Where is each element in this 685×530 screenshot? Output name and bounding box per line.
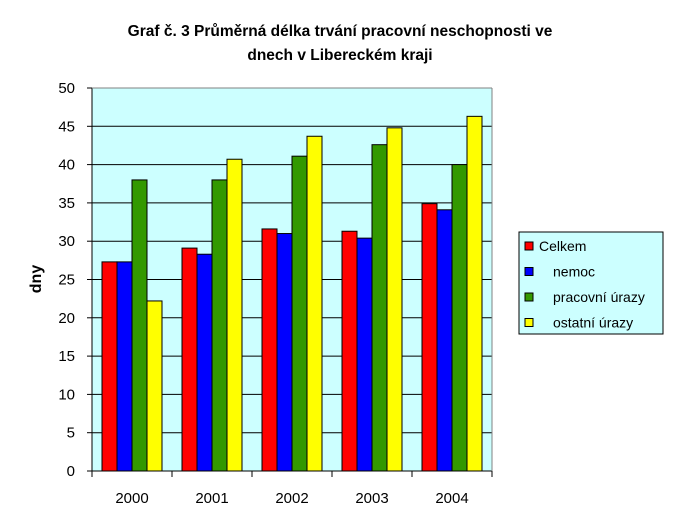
- bar: [131, 179, 148, 472]
- x-tick-label: 2003: [355, 490, 388, 507]
- chart-title: Graf č. 3 Průměrná délka trvání pracovní…: [60, 20, 620, 68]
- bar: [181, 247, 198, 472]
- legend-label: ostatní úrazy: [553, 315, 633, 331]
- y-tick-label: 50: [58, 80, 75, 97]
- bar: [196, 253, 213, 472]
- x-tick-label: 2002: [275, 490, 308, 507]
- x-tick-labels: 2000 2001 2002 2003 2004: [115, 490, 468, 507]
- bar: [466, 115, 483, 472]
- y-tick-label: 15: [58, 348, 75, 365]
- legend-swatch: [524, 292, 534, 302]
- bar: [341, 230, 358, 472]
- legend-swatch: [524, 267, 534, 276]
- chart-title-line-1: Graf č. 3 Průměrná délka trvání pracovní…: [127, 23, 553, 40]
- legend-label: nemoc: [553, 264, 595, 280]
- bar: [276, 233, 293, 472]
- bar: [436, 209, 453, 472]
- chart-title-line-2: dnech v Libereckém kraji: [247, 47, 433, 64]
- legend-swatch: [524, 318, 534, 327]
- y-tick-labels: 0 5 10 15 20 25 30 35 40 45 50: [58, 80, 75, 480]
- y-tick-label: 35: [58, 195, 75, 212]
- x-tick-label: 2004: [435, 490, 468, 507]
- bar: [451, 164, 468, 472]
- x-tick-label: 2001: [195, 490, 228, 507]
- bar: [146, 300, 163, 472]
- x-tick-label: 2000: [115, 490, 148, 507]
- bar: [101, 261, 118, 472]
- legend-label: Celkem: [539, 238, 586, 254]
- legend: Celkem nemoc pracovní úrazy ostatní úrazy: [518, 231, 664, 335]
- bar: [356, 237, 373, 472]
- y-tick-label: 10: [58, 386, 75, 403]
- axes: [87, 87, 493, 477]
- bar: [306, 135, 323, 472]
- bar: [226, 158, 243, 472]
- bar: [211, 179, 228, 472]
- legend-box: [518, 231, 664, 335]
- y-tick-label: 0: [67, 463, 75, 480]
- bars: [101, 115, 483, 472]
- y-tick-label: 5: [67, 425, 75, 442]
- y-tick-label: 45: [58, 118, 75, 135]
- legend-label: pracovní úrazy: [553, 289, 645, 305]
- legend-swatch: [524, 241, 534, 251]
- bar: [371, 144, 388, 472]
- y-tick-label: 30: [58, 233, 75, 250]
- bar: [261, 228, 278, 472]
- bar: [291, 155, 308, 472]
- y-tick-label: 25: [58, 272, 75, 289]
- y-tick-label: 40: [58, 157, 75, 174]
- y-tick-label: 20: [58, 310, 75, 327]
- bar: [116, 261, 133, 472]
- y-axis-label: dny: [28, 265, 45, 294]
- bar: [421, 203, 438, 472]
- bar: [386, 127, 403, 472]
